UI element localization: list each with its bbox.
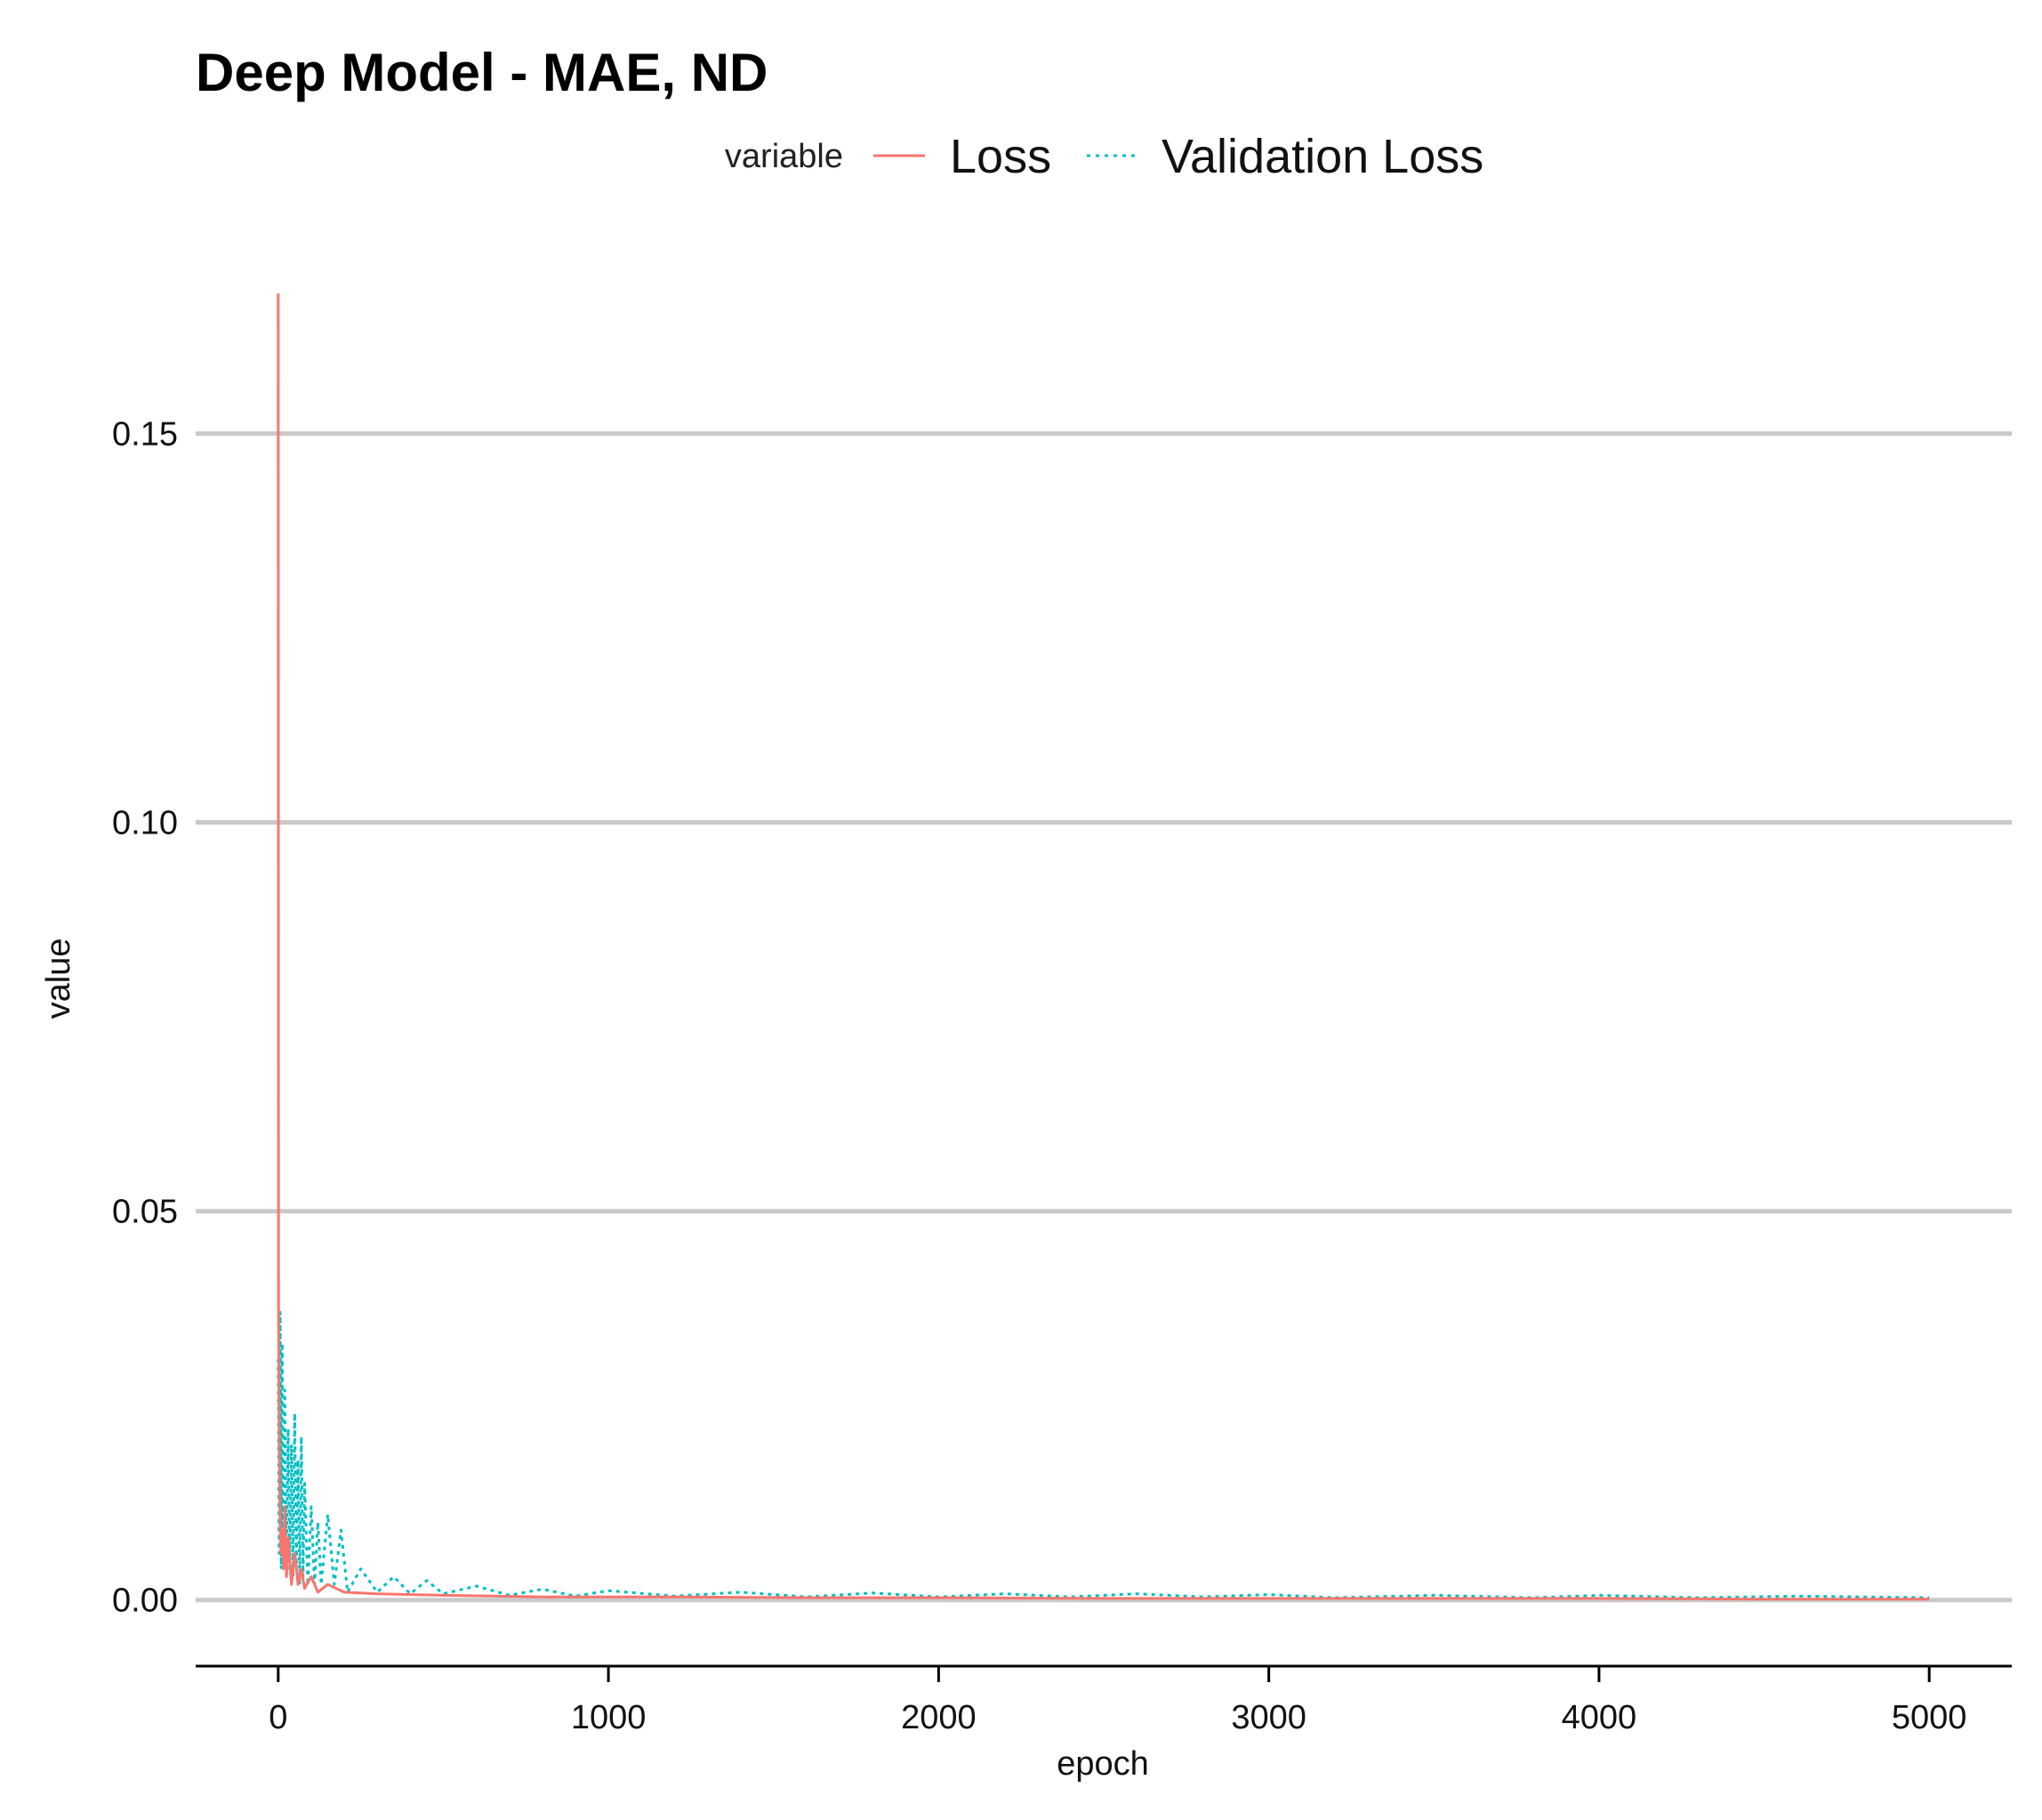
y-tick-label: 0.15 [112, 415, 178, 453]
y-tick-label: 0.10 [112, 804, 178, 842]
legend-label-loss: Loss [950, 130, 1051, 183]
y-tick-label: 0.00 [112, 1582, 178, 1620]
series-line-loss [277, 293, 1930, 1601]
x-axis-title: epoch [1057, 1745, 1149, 1783]
x-tick-label: 3000 [1231, 1699, 1306, 1736]
series-lines [277, 293, 1930, 1601]
y-tick-label: 0.05 [112, 1194, 178, 1231]
x-tick-label: 1000 [571, 1699, 647, 1736]
legend: variable Loss Validation Loss [725, 130, 1483, 183]
legend-label-validation-loss: Validation Loss [1162, 130, 1483, 183]
y-axis-ticks: 0.00 0.05 0.10 0.15 [112, 415, 178, 1619]
x-tick-label: 0 [269, 1699, 287, 1736]
y-axis-title: value [40, 938, 77, 1019]
x-tick-label: 4000 [1562, 1699, 1637, 1736]
x-axis-ticks: 0 1000 2000 3000 4000 5000 [269, 1666, 1966, 1736]
chart-title: Deep Model - MAE, ND [196, 43, 768, 102]
legend-title: variable [725, 138, 843, 175]
x-tick-label: 5000 [1892, 1699, 1967, 1736]
x-tick-label: 2000 [901, 1699, 977, 1736]
